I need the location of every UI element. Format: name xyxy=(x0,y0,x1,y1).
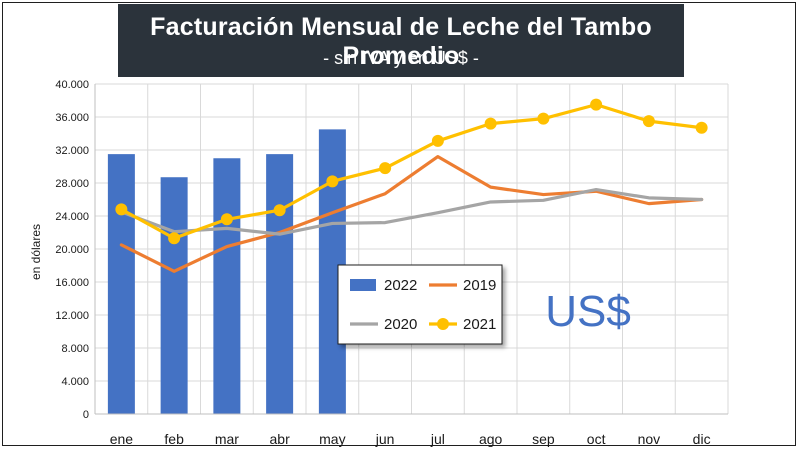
bar-series xyxy=(107,129,346,414)
point-2021-ene xyxy=(115,203,128,216)
x-tick-label: jun xyxy=(375,431,395,447)
chart-subtitle: - sin IVA y en US$ - xyxy=(323,48,479,68)
x-tick-label: abr xyxy=(270,431,291,447)
legend: 2022 2019 2020 2021 xyxy=(337,264,503,345)
x-tick-label: ene xyxy=(110,431,134,447)
x-tick-label: nov xyxy=(638,431,661,447)
point-2021-jun xyxy=(379,162,392,175)
y-tick-label: 32.000 xyxy=(55,145,89,157)
point-2021-oct xyxy=(590,98,603,111)
y-tick-label: 36.000 xyxy=(55,112,89,124)
y-tick-label: 20.000 xyxy=(55,244,89,256)
line-2019 xyxy=(119,155,704,273)
x-tick-label: oct xyxy=(587,431,606,447)
legend-swatch-2022 xyxy=(350,279,376,291)
bar-2022-ene xyxy=(107,154,135,414)
y-tick-label: 8.000 xyxy=(61,343,89,355)
x-tick-label: dic xyxy=(693,431,711,447)
legend-label-2020: 2020 xyxy=(384,316,417,333)
bar-2022-feb xyxy=(160,177,188,414)
y-tick-label: 0 xyxy=(83,409,89,421)
x-tick-label: sep xyxy=(532,431,555,447)
legend-marker-2021 xyxy=(437,318,449,330)
y-tick-label: 12.000 xyxy=(55,310,89,322)
legend-label-2019: 2019 xyxy=(463,277,496,294)
point-2021-jul xyxy=(431,134,444,147)
x-tick-label: ago xyxy=(479,431,503,447)
bar-2022-mar xyxy=(213,158,241,414)
title-banner: Facturación Mensual de Leche del Tambo P… xyxy=(118,4,684,77)
chart-title: Facturación Mensual de Leche del Tambo P… xyxy=(150,13,652,70)
x-tick-label: jul xyxy=(430,431,445,447)
y-tick-label: 24.000 xyxy=(55,211,89,223)
x-tick-label: feb xyxy=(164,431,184,447)
legend-box xyxy=(337,264,503,345)
point-2021-dic xyxy=(695,121,708,134)
point-2021-mar xyxy=(220,213,233,226)
axes: 0 4.000 8.000 12.000 16.000 20.000 24.000 28.00… xyxy=(55,79,728,447)
y-tick-label: 16.000 xyxy=(55,277,89,289)
point-2021-abr xyxy=(273,204,286,217)
legend-label-2021: 2021 xyxy=(463,316,496,333)
currency-overlay-text: US$ xyxy=(545,287,631,336)
line-series xyxy=(115,98,708,273)
x-tick-label: mar xyxy=(215,431,239,447)
bar-2022-abr xyxy=(266,154,294,414)
point-2021-ago xyxy=(484,117,497,130)
y-tick-label: 28.000 xyxy=(55,178,89,190)
point-2021-feb xyxy=(168,232,181,245)
y-tick-label: 40.000 xyxy=(55,79,89,91)
point-2021-may xyxy=(326,175,339,188)
line-2021 xyxy=(119,103,704,240)
y-tick-label: 4.000 xyxy=(61,376,89,388)
y-axis-label: en dólares xyxy=(29,224,43,280)
legend-label-2022: 2022 xyxy=(384,277,417,294)
gridlines xyxy=(94,83,729,414)
x-tick-label: may xyxy=(319,431,345,447)
point-2021-sep xyxy=(537,112,550,125)
point-2021-nov xyxy=(642,115,655,128)
line-2020 xyxy=(119,188,704,236)
